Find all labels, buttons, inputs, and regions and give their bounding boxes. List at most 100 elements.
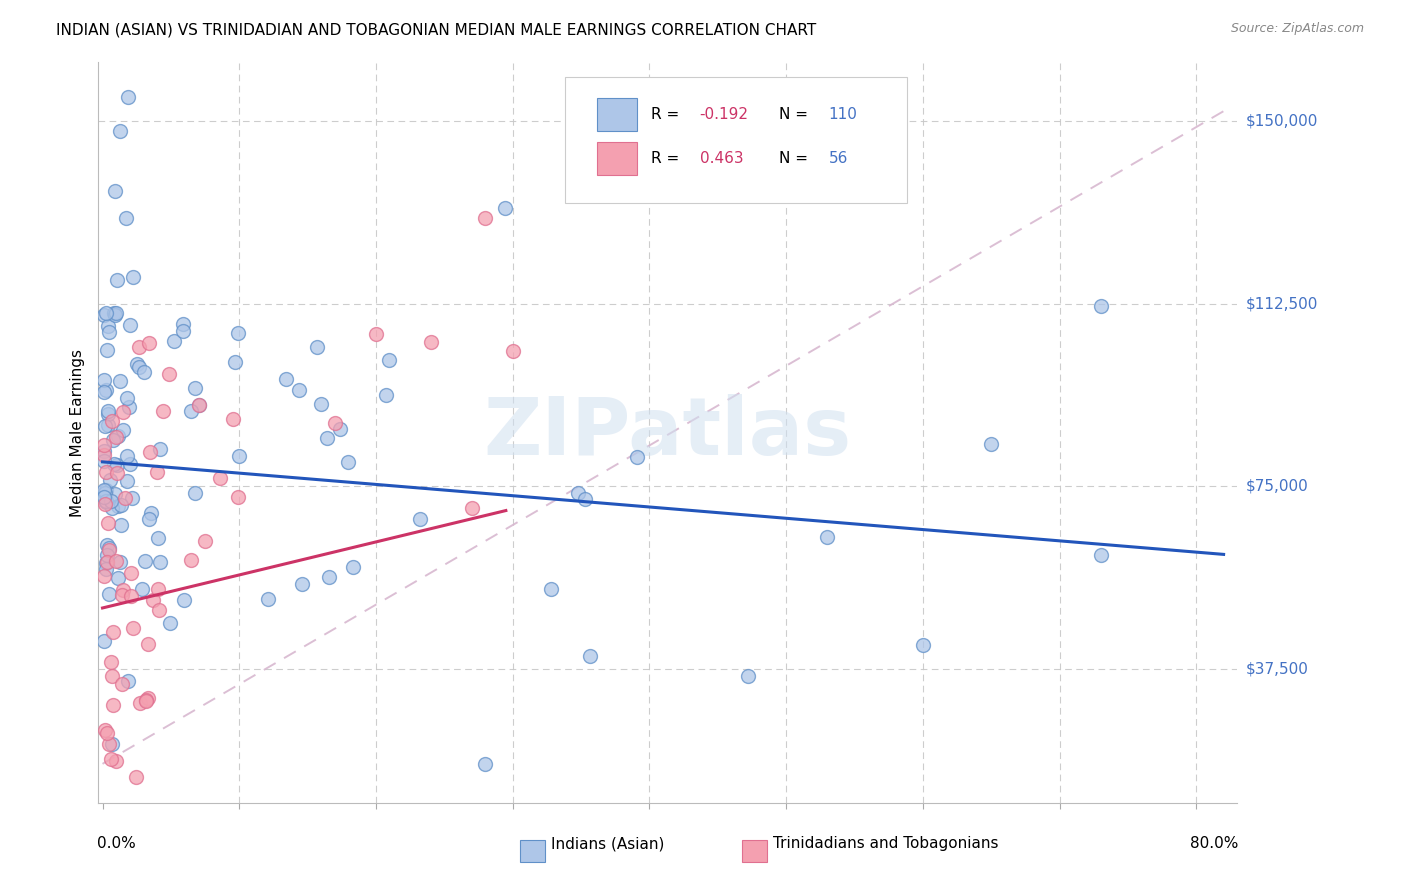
Point (94, 494, 117, 508)
Text: $37,500: $37,500 (1246, 661, 1309, 676)
Point (104, 487, 127, 501)
Point (96, 538, 118, 552)
Point (146, 465, 169, 479)
Point (149, 555, 172, 569)
Point (111, 588, 134, 602)
Point (94, 486, 117, 500)
Point (94, 483, 117, 497)
Point (342, 559, 364, 574)
Point (291, 576, 314, 591)
Point (128, 696, 150, 710)
Point (97, 407, 120, 421)
Point (134, 365, 156, 379)
Point (101, 737, 124, 751)
Point (97, 542, 120, 557)
Point (100, 656, 122, 670)
Text: N =: N = (779, 151, 813, 166)
Point (101, 500, 124, 515)
Point (134, 554, 156, 568)
FancyBboxPatch shape (520, 840, 546, 862)
Point (93, 634, 115, 648)
Point (97, 318, 120, 333)
Point (107, 571, 129, 585)
Text: INDIAN (ASIAN) VS TRINIDADIAN AND TOBAGONIAN MEDIAN MALE EARNINGS CORRELATION CH: INDIAN (ASIAN) VS TRINIDADIAN AND TOBAGO… (56, 22, 817, 37)
Point (115, 449, 138, 463)
Point (118, 318, 141, 333)
Point (378, 353, 401, 368)
Point (105, 458, 128, 473)
Point (93, 418, 115, 433)
Point (208, 471, 231, 485)
Text: 0.463: 0.463 (700, 151, 744, 166)
Point (104, 430, 127, 444)
Point (120, 566, 142, 581)
Y-axis label: Median Male Earnings: Median Male Earnings (70, 349, 86, 516)
Point (135, 693, 157, 707)
Point (180, 404, 202, 418)
Point (114, 211, 136, 226)
Point (328, 422, 350, 436)
Point (228, 491, 250, 505)
Point (117, 89, 139, 103)
Point (141, 506, 163, 520)
Point (103, 698, 125, 713)
Point (159, 615, 181, 630)
Point (1090, 299, 1112, 313)
Point (138, 336, 160, 351)
Point (96, 465, 118, 479)
Point (157, 367, 180, 381)
Point (574, 491, 596, 506)
Point (131, 582, 153, 596)
Point (180, 553, 202, 567)
Point (142, 593, 165, 607)
Point (146, 582, 169, 596)
Point (107, 499, 129, 513)
Point (567, 486, 589, 500)
FancyBboxPatch shape (565, 78, 907, 203)
Point (184, 486, 207, 500)
Point (118, 457, 141, 471)
Point (104, 754, 127, 768)
Point (118, 400, 141, 414)
Point (148, 603, 170, 617)
Point (626, 450, 648, 464)
Point (96, 383, 118, 397)
Point (172, 324, 194, 338)
Point (172, 317, 194, 331)
Point (980, 437, 1002, 451)
Point (128, 359, 150, 374)
Point (108, 555, 131, 569)
Point (138, 512, 160, 526)
Point (97, 516, 120, 530)
Point (110, 677, 132, 691)
Point (101, 414, 124, 428)
Point (110, 498, 132, 512)
Point (173, 593, 195, 607)
Point (228, 450, 250, 464)
Point (98, 737, 121, 751)
Point (316, 431, 339, 445)
Point (221, 412, 243, 426)
Point (103, 308, 125, 322)
Point (274, 372, 297, 386)
Point (93, 483, 115, 497)
Text: -0.192: -0.192 (700, 107, 749, 122)
Point (136, 637, 159, 651)
FancyBboxPatch shape (742, 840, 766, 862)
Point (494, 201, 516, 215)
Text: 56: 56 (828, 151, 848, 166)
Point (98, 474, 121, 488)
Point (98, 586, 121, 600)
Point (94, 494, 117, 508)
Point (96, 726, 118, 740)
Point (149, 442, 172, 456)
Point (93, 490, 115, 504)
Point (1090, 548, 1112, 562)
Point (128, 340, 150, 354)
Point (474, 756, 496, 771)
Point (114, 491, 136, 505)
Point (104, 184, 127, 198)
Point (136, 690, 159, 705)
Point (93, 438, 115, 452)
Point (502, 344, 524, 359)
